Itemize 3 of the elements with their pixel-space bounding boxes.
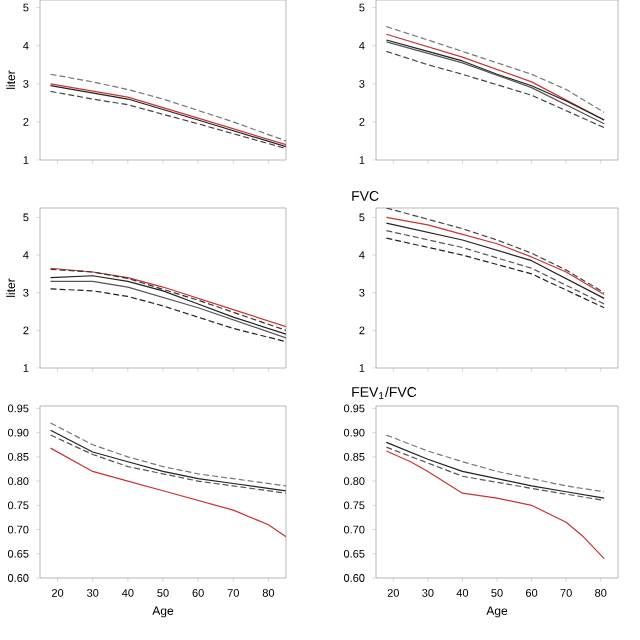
line-series [385,450,605,560]
line-series [49,73,286,142]
line-series [49,288,286,343]
